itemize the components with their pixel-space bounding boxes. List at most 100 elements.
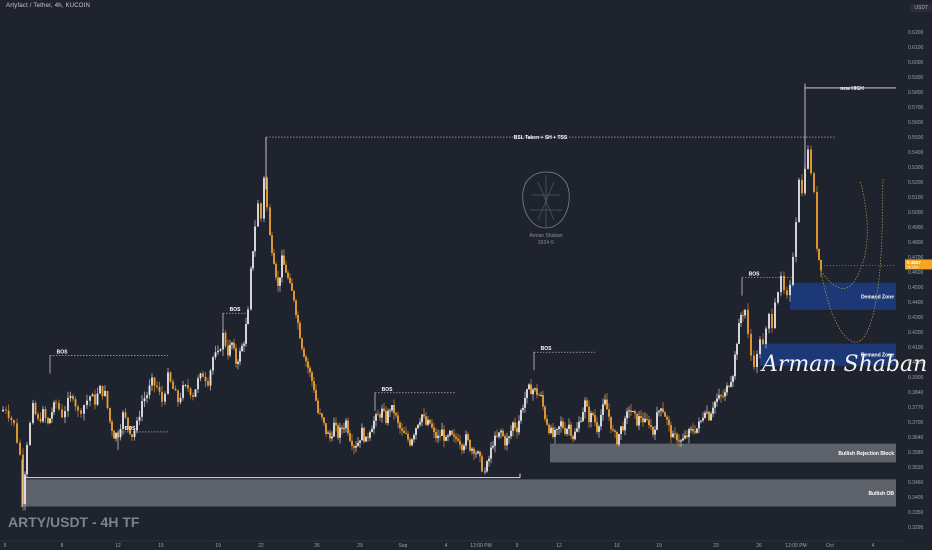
candle-body (459, 440, 461, 445)
candle-body (596, 422, 598, 432)
candle-body (660, 408, 662, 411)
candle-body (49, 418, 51, 424)
candle-body (692, 428, 694, 432)
price-tick-31: 0.3405 (908, 495, 924, 501)
candle-body (636, 413, 638, 426)
candle-body (455, 436, 457, 439)
candle-body (484, 471, 486, 473)
candle-body (614, 430, 616, 432)
candle-body (377, 414, 379, 416)
candle-body (512, 422, 514, 431)
candle-body (39, 418, 42, 422)
candle-body (750, 333, 752, 356)
zone-label-2: Bullish Rejection Block (838, 451, 894, 457)
candle-body (32, 402, 34, 424)
price-tick-21: 0.4100 (908, 345, 924, 351)
time-axis[interactable]: 5 8 12 15 19 22 26 29 Sep 4 12:00 PM 9 12 16 19 23 26 12:… (0, 540, 903, 549)
candle-body (399, 422, 401, 429)
candle-body (576, 428, 578, 432)
price-tick-10: 0.5200 (908, 180, 924, 186)
price-tick-2: 0.6000 (908, 60, 924, 66)
candle-body (413, 434, 415, 440)
candle-body (608, 409, 610, 417)
candle-body (504, 435, 506, 446)
candle-body (99, 385, 101, 394)
candle-body (676, 433, 678, 441)
candle-body (161, 391, 163, 402)
candle-body (718, 395, 720, 399)
candle-body (510, 430, 512, 437)
candle-body (684, 435, 686, 439)
time-tick-2: 12 (115, 543, 121, 549)
candle-body (293, 290, 295, 301)
candle-body (2, 409, 4, 412)
candle-body (433, 427, 435, 433)
price-tick-27: 0.3640 (908, 435, 924, 441)
candle-body (445, 436, 447, 441)
candle-body (425, 416, 427, 425)
candle-body (83, 405, 85, 414)
candle-body (780, 275, 782, 293)
candle-body (104, 390, 106, 397)
bos-label-1: BOS (125, 426, 137, 432)
candle-body (518, 420, 520, 433)
candle-body (594, 415, 596, 423)
candle-body (648, 419, 650, 426)
candle-body (626, 411, 628, 419)
candle-body (227, 345, 229, 356)
candle-body (528, 384, 530, 390)
candle-body (136, 420, 138, 431)
candle-body (710, 413, 712, 421)
candle-body (407, 433, 409, 440)
candle-body (429, 419, 431, 424)
candle-body (214, 352, 217, 358)
candle-body (327, 432, 329, 434)
candle-body (574, 431, 576, 440)
price-tick-13: 0.4900 (908, 225, 924, 231)
author-signature: Arman Shaban (762, 352, 928, 377)
candle-body (467, 434, 469, 440)
candle-body (570, 424, 572, 436)
candle-body (447, 435, 449, 437)
candle-body (129, 426, 131, 435)
candle-body (67, 398, 69, 412)
candle-body (795, 222, 797, 257)
candle-body (22, 454, 24, 504)
candle-body (64, 411, 66, 418)
time-tick-19: 4 (872, 543, 875, 549)
candle-body (536, 388, 538, 395)
candle-body (708, 411, 710, 421)
candle-body (630, 410, 632, 413)
candle-body (682, 438, 684, 441)
candle-body (490, 447, 492, 459)
price-axis[interactable]: 0.6200 0.6100 0.6000 0.5900 0.5800 0.5700 0.56… (903, 0, 932, 550)
current-price-value: 0.4857 (907, 260, 921, 265)
candle-body (291, 283, 293, 291)
new-high-label: new HIGH (840, 86, 864, 92)
candle-body (624, 418, 626, 431)
candle-body (520, 410, 522, 421)
current-price-tag (905, 259, 932, 270)
bos-label-2: BOS (230, 307, 242, 313)
candle-body (566, 428, 568, 434)
candle-body (53, 402, 55, 413)
candle-body (101, 385, 104, 397)
candle-body (245, 323, 247, 344)
candle-body (556, 429, 558, 431)
candle-body (722, 396, 724, 397)
candle-body (383, 408, 385, 411)
candle-body (313, 381, 315, 391)
time-tick-13: 16 (614, 543, 620, 549)
candle-body (277, 277, 279, 286)
candle-body (546, 419, 548, 425)
candle-body (688, 429, 690, 438)
candle-body (498, 432, 500, 437)
candle-body (89, 396, 91, 401)
candle-body (179, 397, 182, 403)
time-tick-15: 23 (713, 543, 719, 549)
candle-body (115, 432, 117, 439)
brain-network-icon (530, 175, 562, 228)
candle-body (694, 431, 696, 433)
candle-body (672, 433, 674, 438)
